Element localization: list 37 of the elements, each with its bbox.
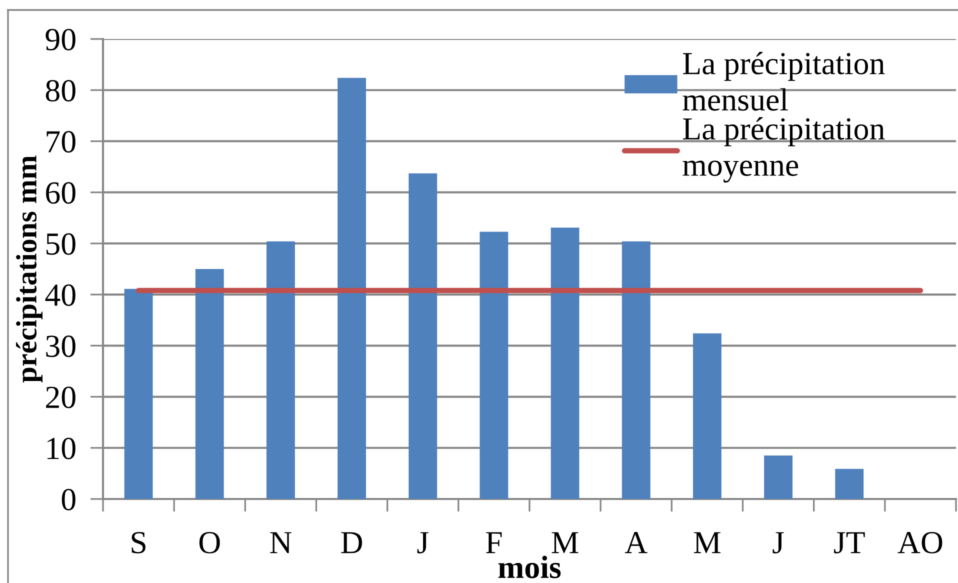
bar: [195, 269, 224, 499]
y-axis-title: précipitations mm: [16, 156, 42, 382]
x-tick-label: A: [624, 532, 648, 554]
y-tick-label: 10: [47, 438, 76, 460]
y-tick-label: 30: [46, 336, 76, 358]
bar: [764, 456, 793, 499]
bar: [338, 78, 366, 499]
bar: [124, 288, 153, 499]
x-tick-label: D: [341, 532, 362, 554]
bar: [266, 241, 295, 499]
y-tick-label: 50: [46, 233, 76, 255]
bar: [550, 228, 580, 499]
x-tick-label: JT: [834, 532, 865, 554]
y-tick-label: 60: [46, 182, 76, 204]
x-tick-label: F: [486, 532, 502, 554]
x-tick-label: M: [694, 532, 720, 554]
legend-label: La précipitation moyenne: [682, 117, 885, 183]
x-tick-label: J: [417, 532, 428, 554]
y-tick-label: 40: [45, 284, 76, 306]
x-tick-label: J: [772, 532, 784, 554]
y-tick-label: 70: [46, 131, 76, 153]
bar: [622, 241, 650, 499]
x-axis-title: mois: [498, 556, 561, 578]
bar: [408, 173, 438, 499]
y-tick-label: 0: [62, 488, 76, 510]
y-tick-label: 20: [46, 386, 76, 408]
x-tick-label: N: [270, 532, 292, 554]
y-tick-label: 80: [46, 80, 76, 102]
bar: [692, 333, 722, 499]
bar: [480, 232, 508, 499]
x-tick-label: O: [199, 532, 220, 554]
legend-label: La précipitation mensuel: [682, 52, 885, 111]
x-tick-label: S: [132, 532, 146, 554]
x-tick-label: M: [552, 532, 578, 554]
y-tick-label: 90: [46, 28, 76, 50]
bar: [835, 468, 864, 499]
x-tick-label: AO: [898, 532, 942, 554]
